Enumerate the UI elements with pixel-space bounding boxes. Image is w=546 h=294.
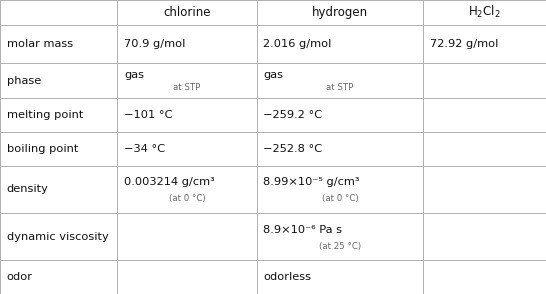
- Text: odorless: odorless: [263, 272, 311, 282]
- Text: odor: odor: [7, 272, 33, 282]
- Text: (at 0 °C): (at 0 °C): [169, 194, 205, 203]
- Text: dynamic viscosity: dynamic viscosity: [7, 232, 108, 242]
- Text: 72.92 g/mol: 72.92 g/mol: [430, 39, 498, 49]
- Text: −101 °C: −101 °C: [124, 110, 173, 120]
- Text: gas: gas: [263, 70, 283, 80]
- Text: hydrogen: hydrogen: [312, 6, 368, 19]
- Text: 70.9 g/mol: 70.9 g/mol: [124, 39, 185, 49]
- Text: −259.2 °C: −259.2 °C: [263, 110, 322, 120]
- Text: 8.9×10⁻⁶ Pa s: 8.9×10⁻⁶ Pa s: [263, 225, 342, 235]
- Text: gas: gas: [124, 70, 144, 80]
- Text: (at 25 °C): (at 25 °C): [319, 242, 361, 251]
- Text: at STP: at STP: [174, 83, 200, 92]
- Text: 2.016 g/mol: 2.016 g/mol: [263, 39, 331, 49]
- Text: −252.8 °C: −252.8 °C: [263, 144, 322, 154]
- Text: at STP: at STP: [327, 83, 353, 92]
- Text: density: density: [7, 184, 49, 194]
- Text: −34 °C: −34 °C: [124, 144, 165, 154]
- Text: molar mass: molar mass: [7, 39, 73, 49]
- Text: 0.003214 g/cm³: 0.003214 g/cm³: [124, 177, 215, 187]
- Text: $\mathrm{H_2Cl_2}$: $\mathrm{H_2Cl_2}$: [468, 4, 501, 20]
- Text: boiling point: boiling point: [7, 144, 78, 154]
- Text: phase: phase: [7, 76, 41, 86]
- Text: (at 0 °C): (at 0 °C): [322, 194, 358, 203]
- Text: 8.99×10⁻⁵ g/cm³: 8.99×10⁻⁵ g/cm³: [263, 177, 360, 187]
- Text: melting point: melting point: [7, 110, 83, 120]
- Text: chlorine: chlorine: [163, 6, 211, 19]
